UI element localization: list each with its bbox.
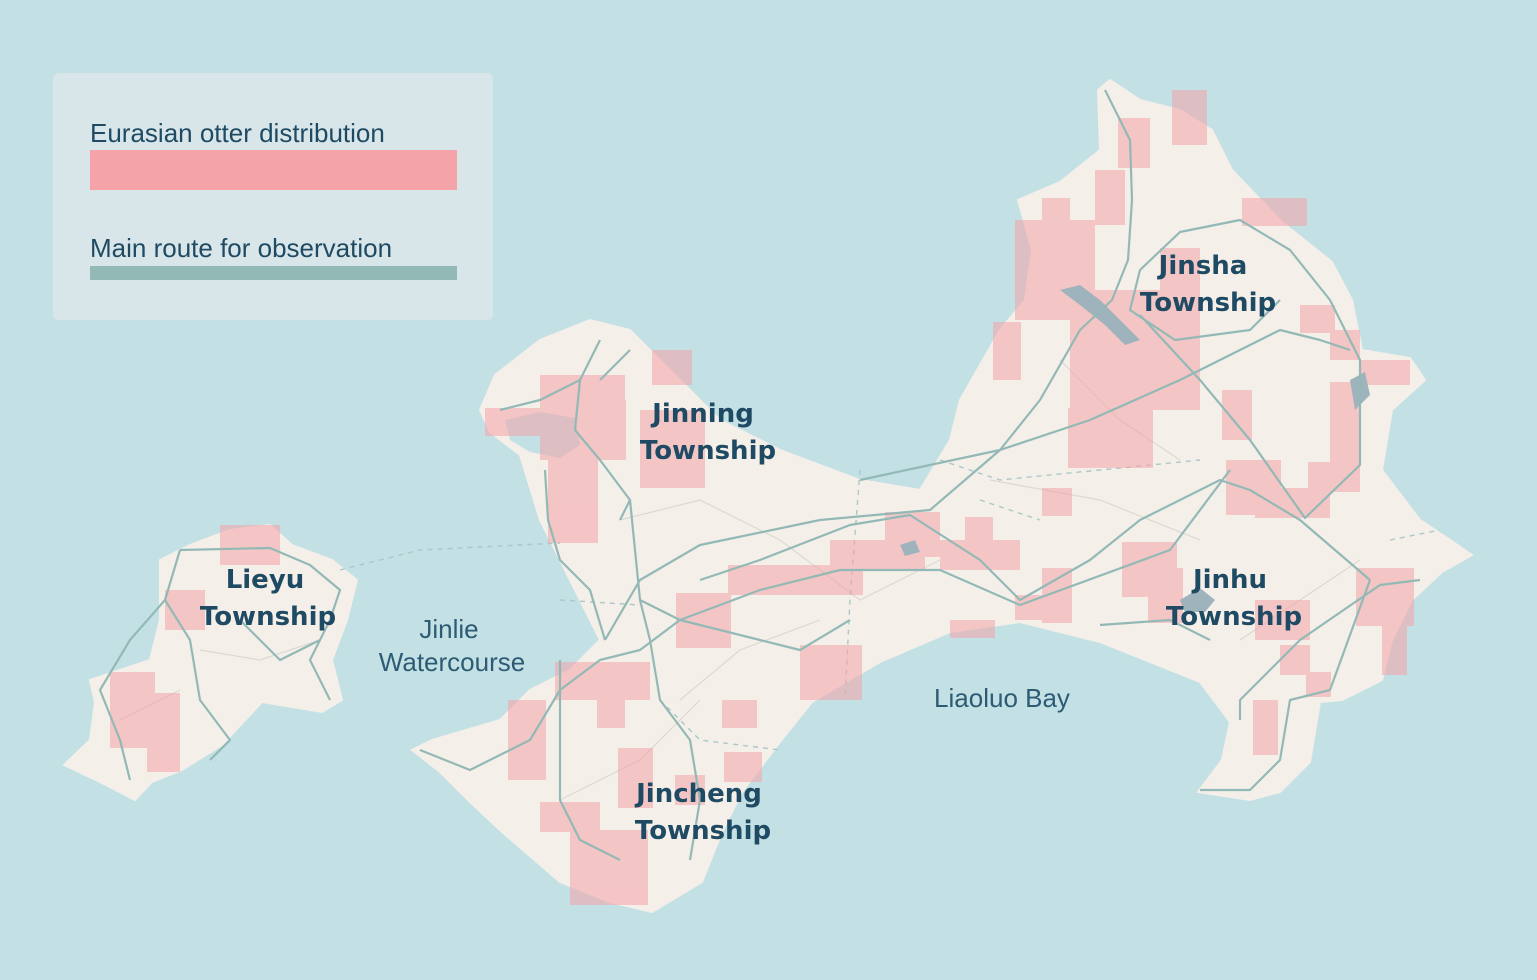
water-label: Liaoluo Bay <box>934 683 1070 713</box>
legend-swatch <box>90 150 457 190</box>
township-label: Lieyu <box>226 565 305 595</box>
observation-routes <box>98 89 1421 861</box>
otter-cell <box>508 700 546 780</box>
otter-cell <box>1095 170 1125 225</box>
otter-cell <box>1068 408 1153 468</box>
route <box>604 89 1134 641</box>
otter-cell <box>548 458 598 543</box>
otter-cell <box>1253 700 1278 755</box>
route <box>499 339 632 641</box>
route <box>98 546 342 781</box>
otter-cell <box>1160 248 1200 298</box>
otter-cell <box>220 525 280 565</box>
township-label: Township <box>640 436 776 466</box>
route <box>859 328 1351 482</box>
otter-cell <box>722 700 757 728</box>
township-label: Jinsha <box>1157 251 1248 281</box>
otter-cell <box>950 620 995 638</box>
otter-cell <box>940 540 1020 570</box>
otter-cell <box>110 672 155 697</box>
route <box>699 478 1371 602</box>
otter-cell <box>618 748 653 808</box>
otter-cell <box>1255 488 1330 518</box>
township-label: Township <box>1140 288 1276 318</box>
water-label: Watercourse <box>379 647 525 677</box>
otter-cell <box>1148 568 1183 623</box>
otter-cell <box>147 742 180 772</box>
otter-cell <box>652 350 692 385</box>
otter-cell <box>1042 198 1070 223</box>
township-label: Township <box>200 602 336 632</box>
otter-cell <box>597 700 625 728</box>
otter-cell <box>1172 90 1207 145</box>
otter-cell <box>965 517 993 542</box>
otter-cell <box>993 322 1021 380</box>
otter-cell <box>1242 198 1307 226</box>
route <box>558 499 851 861</box>
township-label: Jincheng <box>634 779 762 809</box>
otter-cell <box>800 645 862 700</box>
route <box>1099 578 1421 720</box>
legend-swatch <box>90 266 457 280</box>
otter-cell <box>1382 625 1407 675</box>
otter-cell <box>485 408 540 436</box>
township-label: Township <box>635 816 771 846</box>
otter-cell <box>598 400 626 460</box>
otter-cell <box>540 802 600 832</box>
otter-cell <box>1222 390 1252 440</box>
legend-label: Main route for observation <box>90 233 392 263</box>
otter-cell <box>1300 305 1335 333</box>
otter-cell <box>1308 462 1360 492</box>
township-label: Jinhu <box>1191 565 1267 595</box>
otter-cell <box>1255 600 1310 640</box>
otter-cell <box>1280 645 1310 675</box>
route <box>1128 218 1362 520</box>
otter-cell <box>110 693 180 748</box>
otter-cell <box>724 752 762 782</box>
township-label: Township <box>1166 602 1302 632</box>
legend-label: Eurasian otter distribution <box>90 118 385 148</box>
water-label: Jinlie <box>419 614 478 644</box>
otter-cell <box>1042 488 1072 516</box>
road <box>339 459 1441 751</box>
otter-cell <box>555 662 650 700</box>
township-label: Jinning <box>650 399 754 429</box>
otter-cell <box>1360 360 1410 385</box>
route <box>1200 579 1372 792</box>
otter-cell <box>640 410 705 488</box>
legend-box <box>53 73 493 320</box>
legend: Eurasian otter distribution Main route f… <box>53 73 493 320</box>
